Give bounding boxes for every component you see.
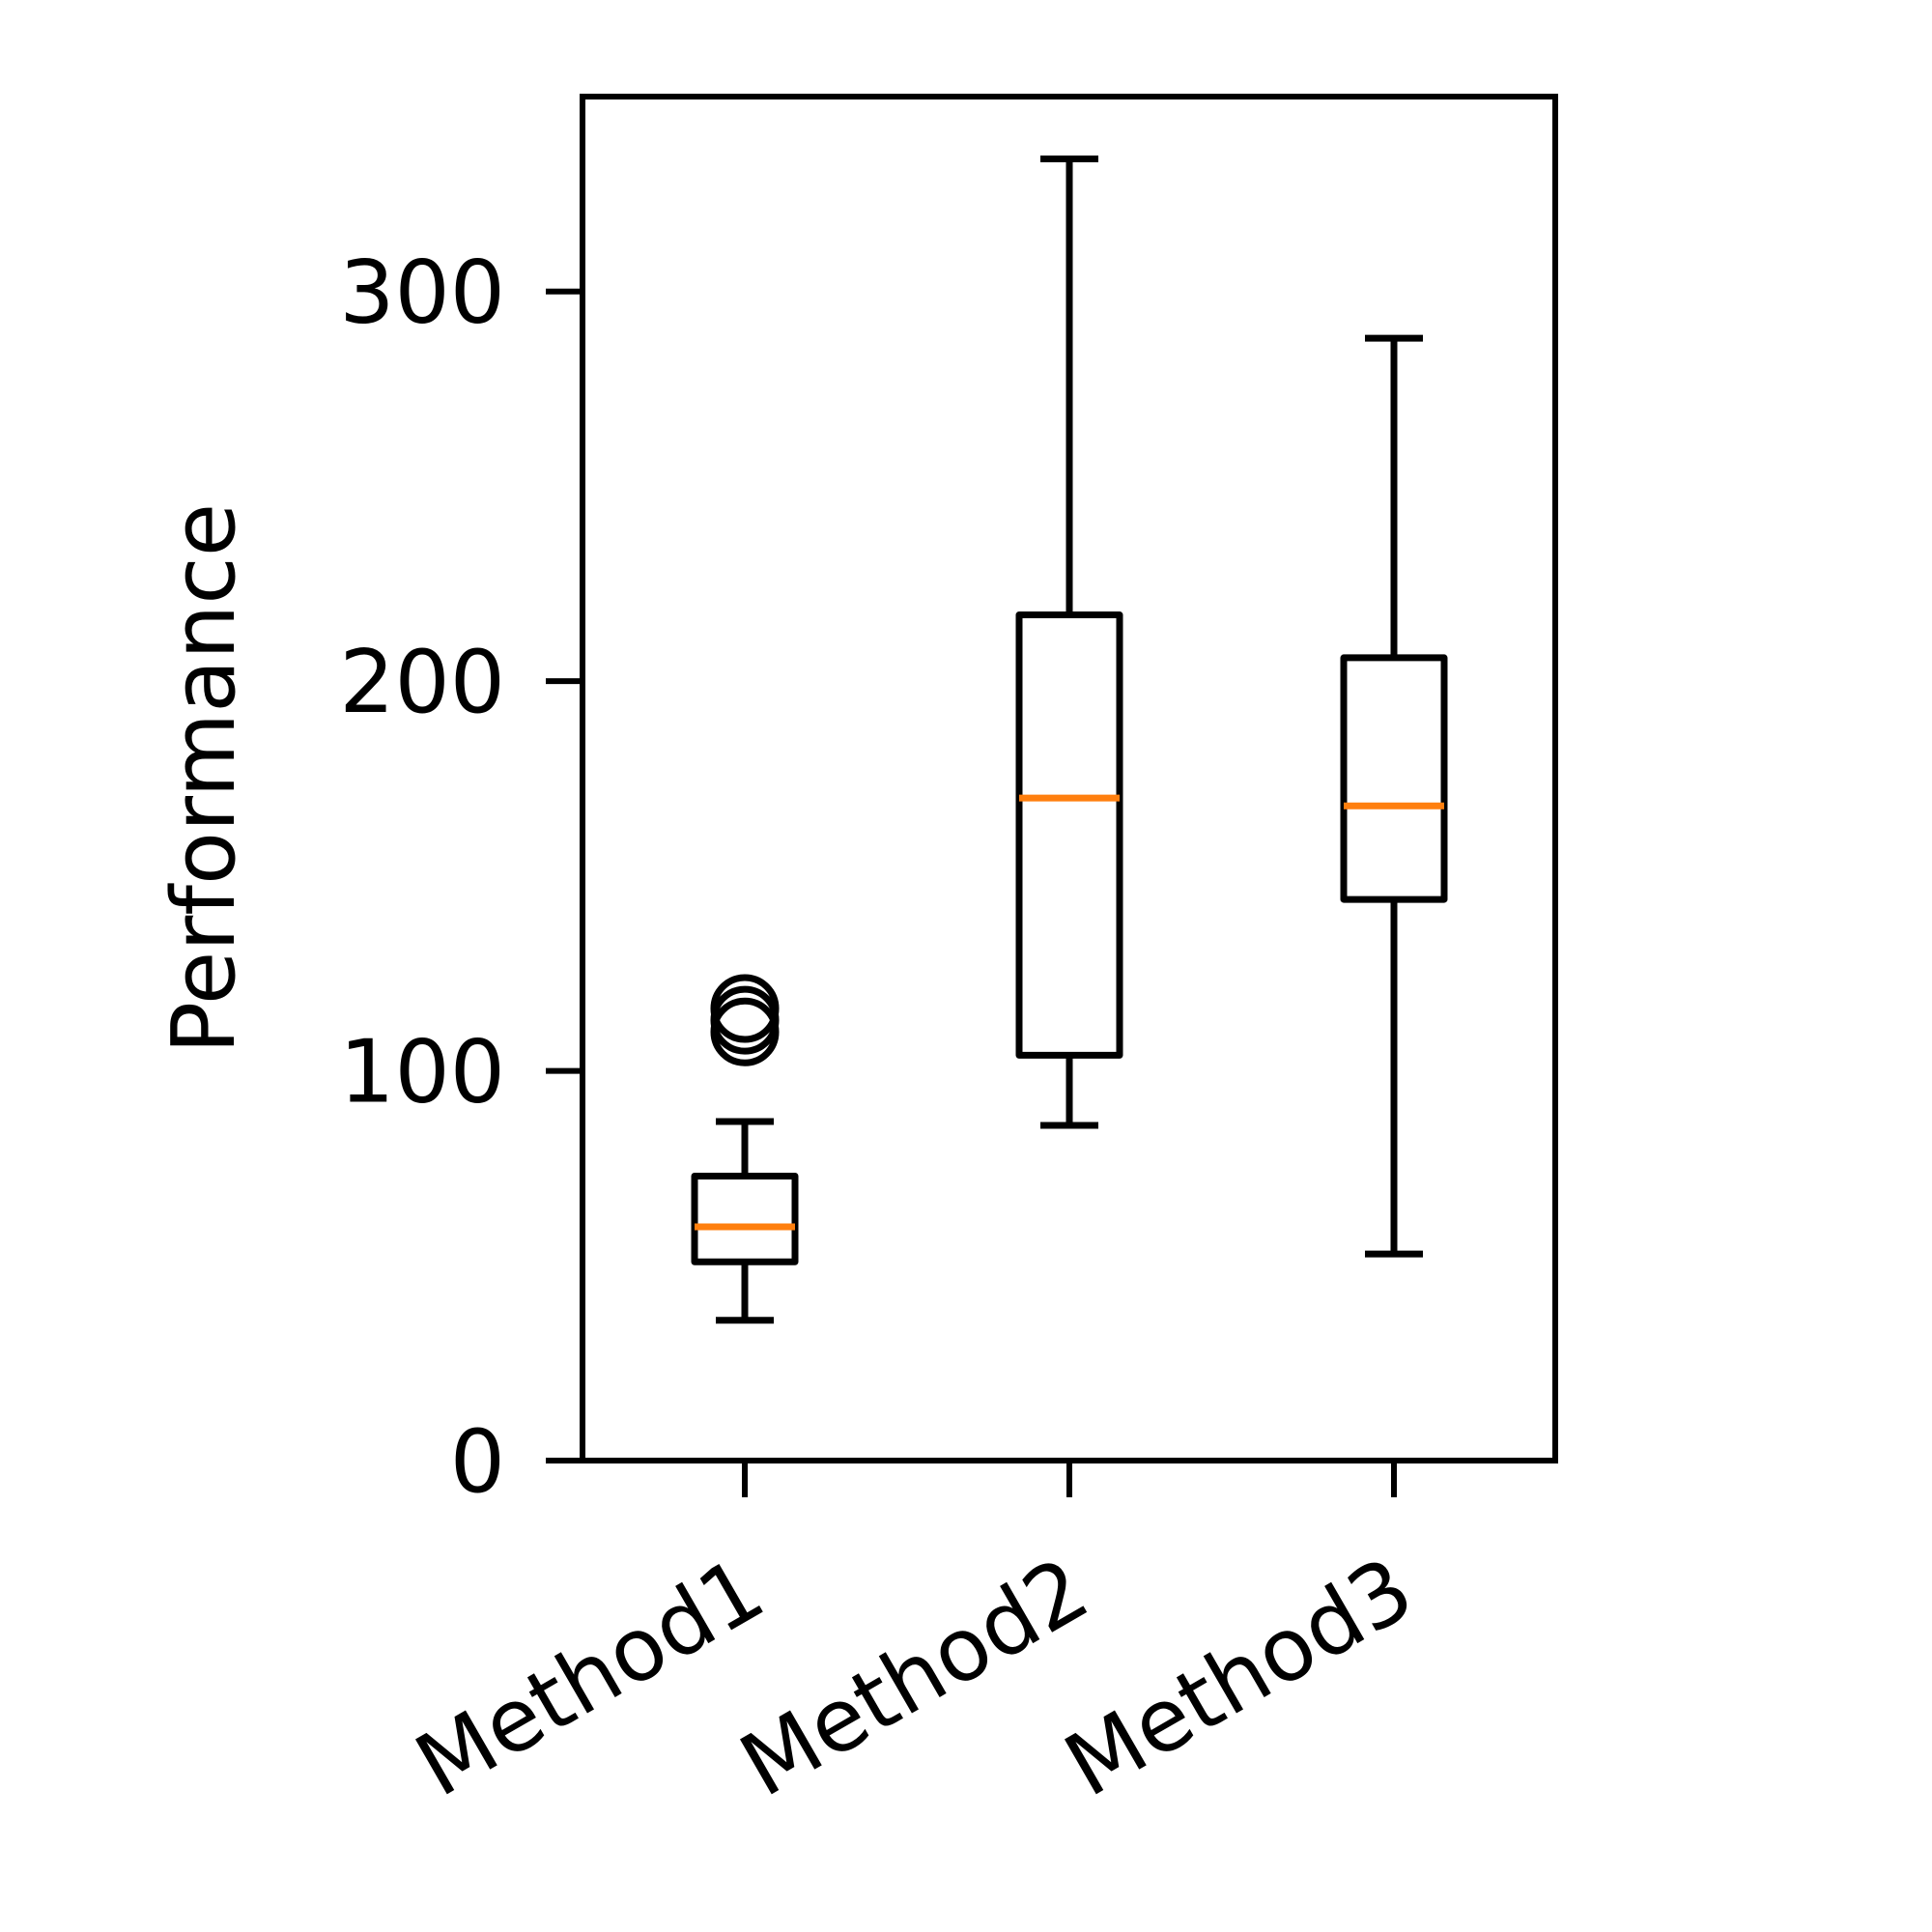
x-tick-label: Method3 [1049, 1538, 1430, 1816]
y-tick-label: 0 [450, 1411, 505, 1513]
y-tick-label: 200 [339, 632, 505, 733]
box-method3 [1340, 334, 1448, 1258]
x-tick-label: Method1 [400, 1538, 781, 1816]
y-axis: 0 100 200 300 [339, 242, 582, 1513]
y-tick-label: 100 [339, 1022, 505, 1123]
outlier-point [710, 974, 780, 1043]
iqr-box [691, 1172, 799, 1265]
box-method2 [1015, 156, 1123, 1129]
box-method1 [691, 974, 799, 1324]
x-tick-label: Method2 [724, 1538, 1105, 1816]
iqr-box [1340, 654, 1448, 903]
y-tick-label: 300 [339, 242, 505, 344]
iqr-box [1015, 611, 1123, 1059]
boxes-layer [691, 156, 1448, 1324]
y-axis-label: Performance [154, 503, 255, 1054]
